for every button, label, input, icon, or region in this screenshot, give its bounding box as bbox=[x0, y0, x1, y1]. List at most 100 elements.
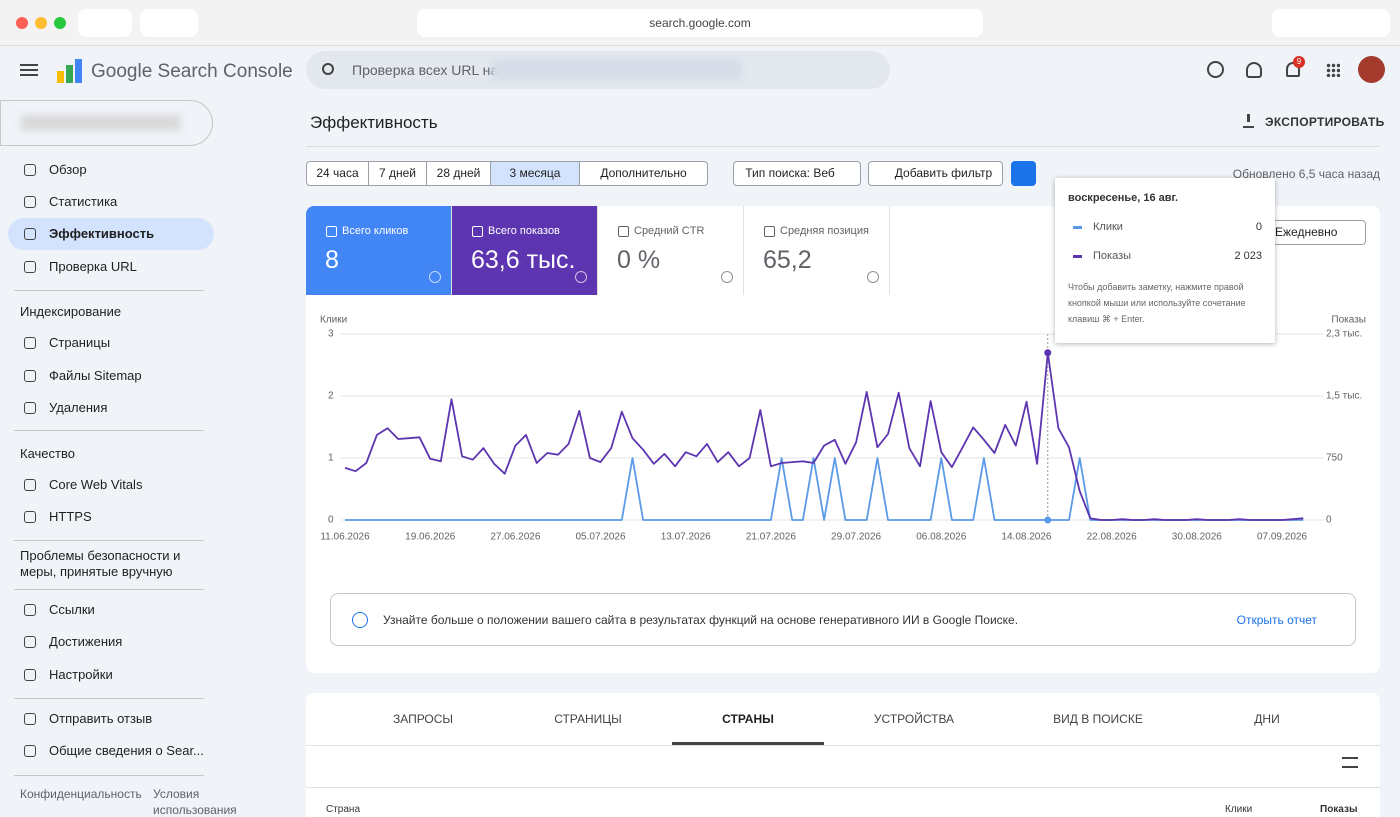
column-header[interactable]: Клики bbox=[1225, 804, 1253, 815]
menu[interactable] bbox=[20, 64, 38, 76]
table-filter[interactable] bbox=[1342, 757, 1358, 768]
nav-item[interactable]: Обзор bbox=[49, 162, 87, 177]
help-icon bbox=[429, 271, 441, 283]
x-tick-label: 29.07.2026 bbox=[831, 532, 881, 543]
column-header[interactable]: Страна bbox=[326, 804, 361, 815]
metric-card[interactable]: Средняя позиция 65,2 bbox=[744, 206, 890, 295]
footer-link[interactable]: Условия использования bbox=[153, 787, 237, 817]
nav-item[interactable]: Настройки bbox=[49, 667, 113, 682]
nav-item[interactable]: Страницы bbox=[49, 335, 111, 350]
nav-item[interactable]: Core Web Vitals bbox=[49, 477, 143, 492]
blurred-property bbox=[492, 59, 742, 81]
nav-section[interactable]: Проблемы безопасности и меры, принятые в… bbox=[20, 548, 181, 579]
range-button[interactable]: 3 месяца bbox=[490, 161, 580, 186]
x-tick-label: 05.07.2026 bbox=[576, 532, 626, 543]
y2-tick-label: 750 bbox=[1326, 453, 1343, 464]
nav-item[interactable]: Ссылки bbox=[49, 602, 95, 617]
tab[interactable]: СТРАНИЦЫ bbox=[554, 712, 622, 726]
table-card bbox=[306, 693, 1380, 817]
y2-tick-label: 0 bbox=[1326, 515, 1332, 526]
export-icon bbox=[1243, 114, 1254, 128]
add-filter[interactable]: Добавить фильтр bbox=[868, 161, 1003, 186]
legend-swatch bbox=[1073, 226, 1082, 229]
nav-buttons[interactable] bbox=[140, 9, 198, 37]
apps[interactable] bbox=[1326, 63, 1340, 77]
nav-item[interactable]: HTTPS bbox=[49, 509, 92, 524]
range-button[interactable]: 24 часа bbox=[306, 161, 369, 186]
nav-icon bbox=[24, 337, 36, 349]
help-icon bbox=[575, 271, 587, 283]
range-button[interactable]: 7 дней bbox=[368, 161, 427, 186]
property-selector[interactable] bbox=[0, 100, 213, 146]
export-button[interactable]: ЭКСПОРТИРОВАТЬ bbox=[1265, 115, 1385, 129]
nav-item[interactable]: Отправить отзыв bbox=[49, 711, 153, 726]
search-placeholder: Проверка всех URL на bbox=[352, 62, 499, 78]
updated: Обновлено 6,5 часа назад bbox=[1232, 167, 1380, 181]
sidebar-toggle[interactable] bbox=[78, 9, 132, 37]
footer-link[interactable]: Конфиденциальность bbox=[20, 787, 142, 801]
checkbox bbox=[472, 226, 483, 237]
search-type[interactable]: Тип поиска: Веб bbox=[733, 161, 861, 186]
tooltip-value: 2 023 bbox=[1234, 250, 1262, 262]
metric-card[interactable]: Средний CTR 0 % bbox=[598, 206, 744, 295]
divider bbox=[14, 775, 204, 776]
tab[interactable]: ЗАПРОСЫ bbox=[392, 712, 454, 726]
notification-count: 9 bbox=[1293, 56, 1305, 68]
granularity[interactable]: Ежедневно bbox=[1262, 220, 1366, 245]
nav-icon bbox=[24, 370, 36, 382]
y-tick-label: 2 bbox=[328, 391, 334, 402]
divider bbox=[306, 787, 1380, 788]
logo bbox=[57, 59, 82, 83]
zoom[interactable] bbox=[54, 17, 66, 29]
divider bbox=[14, 540, 204, 541]
metric-card[interactable]: Всего показов 63,6 тыс. bbox=[452, 206, 598, 295]
nav-section[interactable]: Индексирование bbox=[20, 304, 122, 319]
nav-item[interactable]: Статистика bbox=[49, 194, 118, 209]
divider bbox=[306, 745, 1380, 746]
nav-section[interactable]: Качество bbox=[20, 446, 75, 461]
url-inspect-search[interactable]: Проверка всех URL на bbox=[306, 51, 890, 89]
filter-settings[interactable] bbox=[1011, 161, 1036, 186]
metric-value: 8 bbox=[325, 246, 339, 274]
browser-actions[interactable] bbox=[1272, 9, 1390, 37]
tab[interactable]: ДНИ bbox=[1254, 712, 1280, 726]
nav-item[interactable]: Общие сведения о Sear... bbox=[49, 743, 204, 758]
tab[interactable]: СТРАНЫ bbox=[722, 712, 774, 726]
address-bar[interactable]: search.google.com bbox=[417, 9, 983, 37]
x-tick-label: 30.08.2026 bbox=[1172, 532, 1222, 543]
range-button[interactable]: Дополнительно bbox=[579, 161, 708, 186]
help[interactable] bbox=[1207, 61, 1224, 78]
banner-text: Узнайте больше о положении вашего сайта … bbox=[383, 613, 1019, 627]
minimize[interactable] bbox=[35, 17, 47, 29]
divider bbox=[14, 430, 204, 431]
nav-icon bbox=[24, 511, 36, 523]
nav-item[interactable]: Достижения bbox=[49, 634, 123, 649]
y-axis-title: Клики bbox=[320, 315, 347, 326]
nav-icon bbox=[24, 604, 36, 616]
nav-item[interactable]: Файлы Sitemap bbox=[49, 368, 142, 383]
tab[interactable]: ВИД В ПОИСКЕ bbox=[1053, 712, 1143, 726]
metric-card[interactable]: Всего кликов 8 bbox=[306, 206, 452, 295]
tab[interactable]: УСТРОЙСТВА bbox=[873, 712, 955, 726]
tooltip-value: 0 bbox=[1255, 221, 1262, 233]
tooltip-label: Показы bbox=[1093, 250, 1132, 262]
divider bbox=[306, 146, 1380, 147]
nav-icon bbox=[24, 261, 36, 273]
nav-selected[interactable] bbox=[8, 218, 214, 250]
metric-value: 0 % bbox=[617, 246, 661, 274]
users[interactable] bbox=[1246, 62, 1262, 78]
nav-item[interactable]: Эффективность bbox=[49, 226, 155, 241]
nav-item[interactable]: Удаления bbox=[49, 400, 108, 415]
x-tick-label: 06.08.2026 bbox=[916, 532, 966, 543]
banner-link[interactable]: Открыть отчет bbox=[1236, 613, 1317, 627]
close[interactable] bbox=[16, 17, 28, 29]
nav-icon bbox=[24, 479, 36, 491]
help-icon bbox=[721, 271, 733, 283]
nav-item[interactable]: Проверка URL bbox=[49, 259, 137, 274]
x-tick-label: 22.08.2026 bbox=[1087, 532, 1137, 543]
range-button[interactable]: 28 дней bbox=[426, 161, 491, 186]
column-header[interactable]: Показы bbox=[1320, 804, 1358, 815]
divider bbox=[14, 290, 204, 291]
avatar[interactable] bbox=[1358, 56, 1385, 83]
